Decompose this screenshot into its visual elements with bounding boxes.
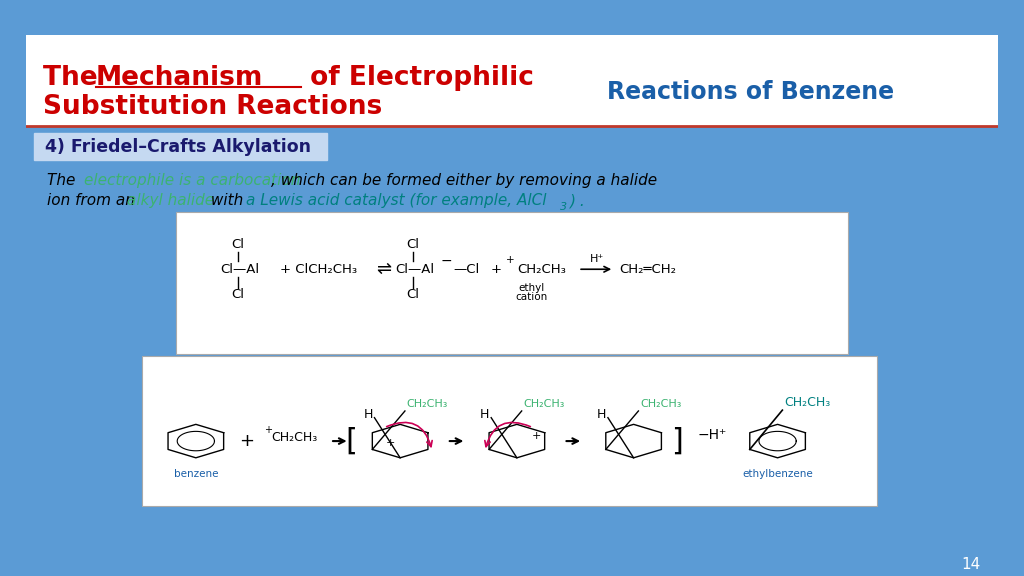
Text: Cl: Cl	[407, 238, 419, 251]
Text: of Electrophilic: of Electrophilic	[301, 65, 534, 90]
Text: [: [	[345, 427, 357, 456]
Text: +: +	[386, 438, 395, 448]
Text: alkyl halide: alkyl halide	[127, 194, 214, 209]
Text: ]: ]	[672, 427, 683, 456]
Text: a Lewis acid catalyst (for example, AlCl: a Lewis acid catalyst (for example, AlCl	[247, 194, 547, 209]
Text: CH₂CH₃: CH₂CH₃	[523, 399, 564, 410]
Text: CH₂CH₃: CH₂CH₃	[640, 399, 681, 410]
Text: H⁺: H⁺	[590, 254, 604, 264]
Text: −: −	[440, 254, 452, 268]
Text: ) .: ) .	[570, 194, 586, 209]
Text: + ClCH₂CH₃: + ClCH₂CH₃	[281, 263, 357, 276]
FancyBboxPatch shape	[35, 133, 328, 160]
Text: H: H	[597, 408, 606, 421]
Text: CH₂CH₃: CH₂CH₃	[271, 430, 318, 444]
Text: Cl—Al: Cl—Al	[220, 263, 259, 276]
Text: CH₂CH₃: CH₂CH₃	[784, 396, 830, 409]
Text: CH₂═CH₂: CH₂═CH₂	[618, 263, 676, 276]
Text: ion from an: ion from an	[47, 194, 139, 209]
Text: ⇌: ⇌	[376, 260, 391, 278]
Text: H: H	[364, 408, 373, 421]
Text: with: with	[206, 194, 248, 209]
Text: CH₂CH₃: CH₂CH₃	[407, 399, 447, 410]
Text: Mechanism: Mechanism	[95, 65, 263, 90]
Text: Cl: Cl	[231, 287, 244, 301]
Text: CH₂CH₃: CH₂CH₃	[517, 263, 565, 276]
Text: ethyl: ethyl	[518, 283, 545, 293]
Text: benzene: benzene	[174, 469, 218, 479]
Text: ethylbenzene: ethylbenzene	[742, 469, 813, 479]
FancyBboxPatch shape	[176, 212, 848, 354]
Text: +: +	[506, 255, 514, 265]
Text: electrophile is a carbocation: electrophile is a carbocation	[84, 173, 300, 188]
Text: +: +	[531, 431, 541, 441]
Text: +: +	[490, 263, 506, 276]
Text: 3: 3	[560, 202, 567, 213]
Text: —Cl: —Cl	[454, 263, 480, 276]
Text: 4) Friedel–Crafts Alkylation: 4) Friedel–Crafts Alkylation	[45, 138, 311, 156]
Text: The: The	[43, 65, 106, 90]
FancyBboxPatch shape	[142, 357, 877, 506]
Text: H: H	[480, 408, 489, 421]
Text: Substitution Reactions: Substitution Reactions	[43, 94, 382, 120]
Text: +: +	[264, 425, 272, 435]
Text: , which can be formed either by removing a halide: , which can be formed either by removing…	[270, 173, 656, 188]
Text: −H⁺: −H⁺	[697, 428, 727, 442]
Text: 14: 14	[962, 557, 981, 572]
FancyBboxPatch shape	[26, 35, 998, 126]
Text: Cl: Cl	[407, 287, 419, 301]
Text: Reactions of Benzene: Reactions of Benzene	[607, 80, 894, 104]
Text: Cl: Cl	[231, 238, 244, 251]
Text: +: +	[239, 432, 254, 450]
Text: Cl—Al: Cl—Al	[395, 263, 434, 276]
Text: The: The	[47, 173, 80, 188]
Text: cation: cation	[515, 292, 548, 302]
